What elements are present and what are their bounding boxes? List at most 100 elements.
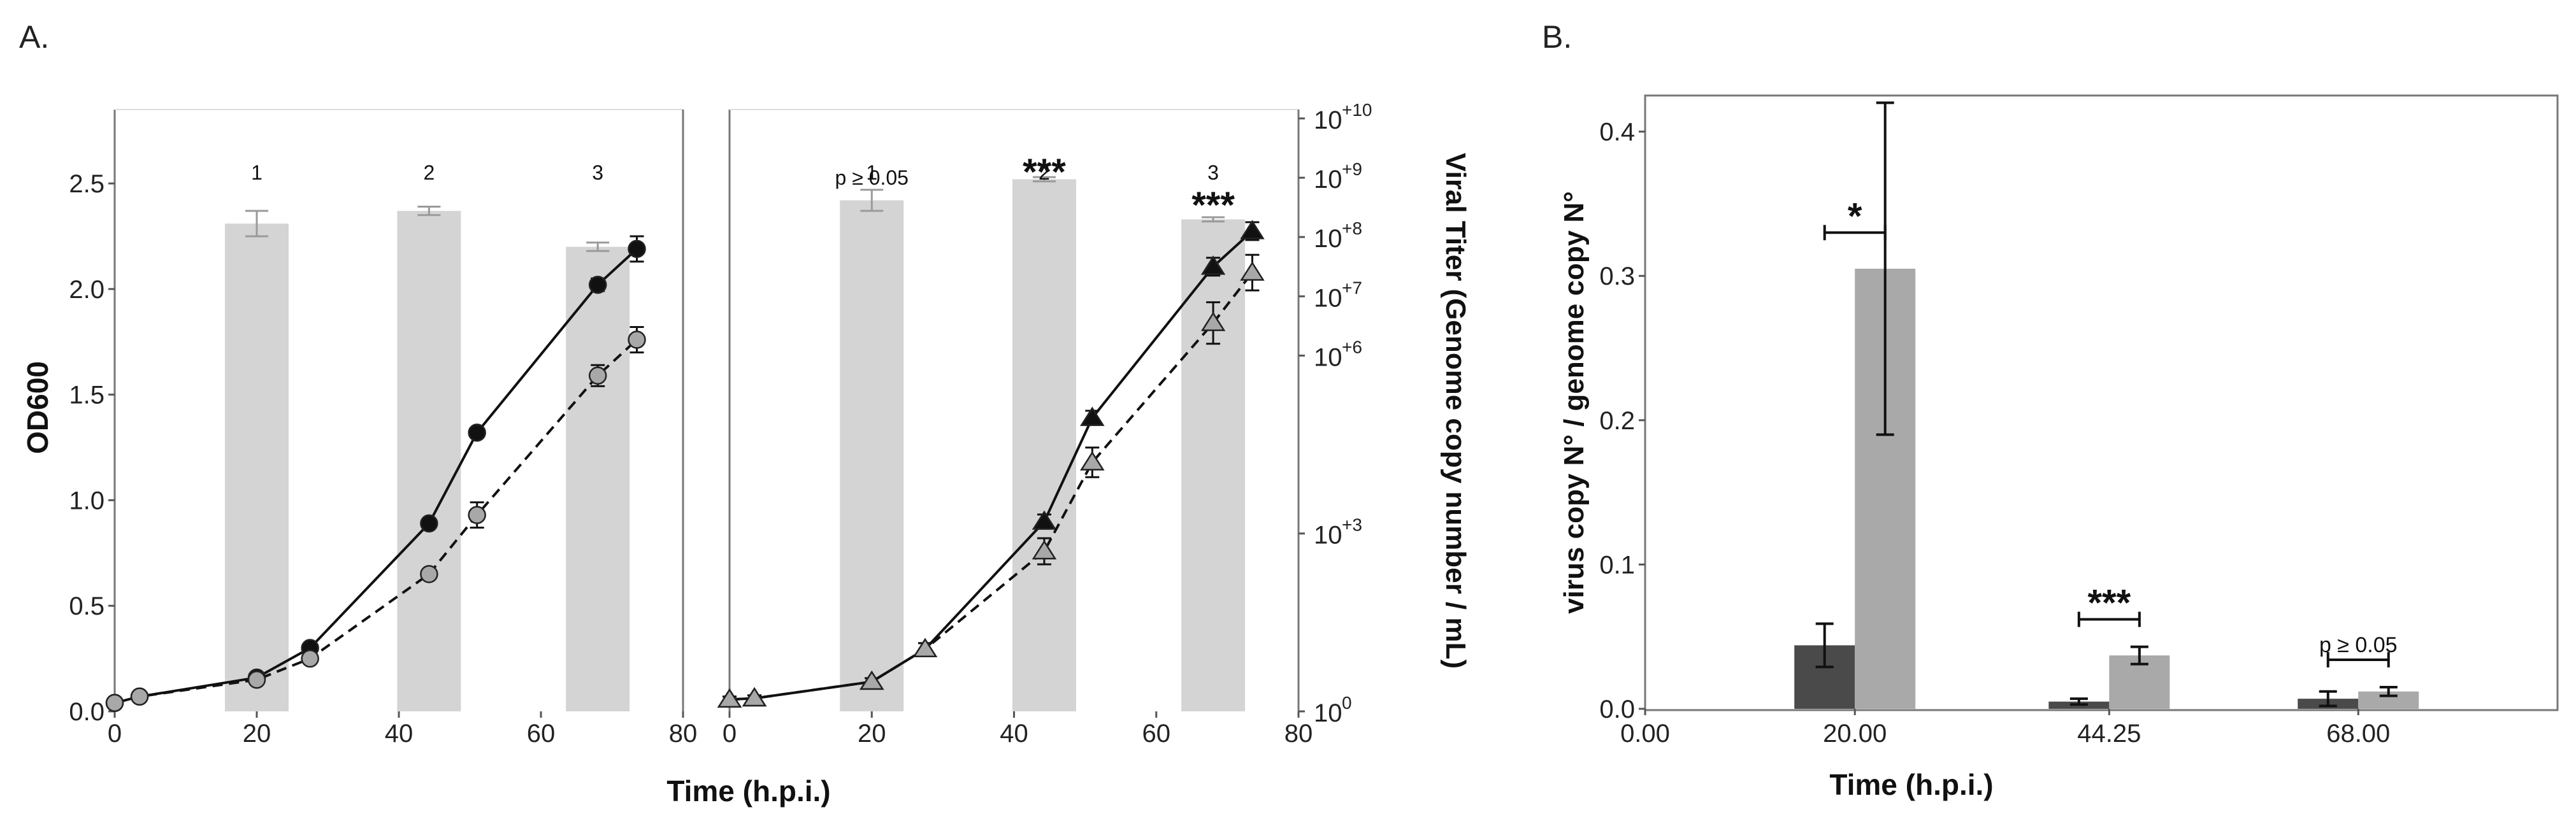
bar-number-label: 2 bbox=[1039, 161, 1050, 184]
x-tick-label: 68.00 bbox=[2326, 720, 2390, 748]
data-point-dashed bbox=[742, 687, 767, 707]
panel-a-left-plot: 1 2 3 0 20 40 60 80 0.0 0.5 1.0 1.5 2.0 2.5 bbox=[69, 161, 697, 748]
x-tick-label: 20 bbox=[858, 720, 886, 748]
bar-number-label: 1 bbox=[866, 161, 877, 184]
y-tick-exponent: +9 bbox=[1342, 159, 1362, 179]
panel-b-plot: 0.00.10.20.30.40.00 20.00 44.25 68.00****p … bbox=[1599, 101, 2419, 748]
panel-b-frame bbox=[1644, 94, 2559, 711]
b-ylabel: virus copy N° / genome copy N° bbox=[1558, 191, 1590, 614]
x-tick-label: 40 bbox=[385, 720, 414, 748]
y-tick-label: 10 +9 bbox=[1314, 159, 1362, 194]
x-tick-label: 0 bbox=[108, 720, 122, 748]
y-tick-base: 10 bbox=[1314, 343, 1342, 371]
y-tick-base: 10 bbox=[1314, 106, 1342, 134]
bar-number-label: 3 bbox=[592, 161, 603, 184]
b-xlabel: Time (h.p.i.) bbox=[1829, 768, 1993, 801]
significance-label: * bbox=[1848, 196, 1862, 237]
data-point-solid bbox=[1032, 510, 1057, 530]
y-tick-base: 10 bbox=[1314, 699, 1342, 727]
data-point-solid bbox=[588, 275, 607, 294]
data-point-dashed bbox=[859, 670, 884, 690]
x-tick-label: 40 bbox=[1000, 720, 1028, 748]
panel-a-right-frame bbox=[728, 109, 1300, 713]
significance-bracket bbox=[2077, 611, 2141, 627]
y-tick-label: 2.0 bbox=[69, 276, 104, 304]
y-tick-label: 10 +3 bbox=[1314, 515, 1362, 550]
series-line-dashed bbox=[729, 271, 1254, 701]
panel-a-label: A. bbox=[19, 19, 49, 55]
bar-dark-error bbox=[2069, 697, 2088, 706]
bar-dark-error bbox=[2319, 690, 2337, 708]
data-point-dashed bbox=[717, 688, 742, 708]
x-tick-label: 60 bbox=[1142, 720, 1171, 748]
y-tick-exponent: +8 bbox=[1342, 218, 1362, 238]
significance-label: *** bbox=[1023, 152, 1066, 193]
a-left-ylabel: OD600 bbox=[21, 361, 54, 454]
x-tick-label: 80 bbox=[669, 720, 698, 748]
y-tick-label: 2.5 bbox=[69, 170, 104, 198]
data-point-solid bbox=[420, 514, 438, 533]
data-point-dashed bbox=[1080, 451, 1105, 471]
panel-b-label: B. bbox=[1542, 19, 1572, 55]
x-tick-label: 0 bbox=[723, 720, 737, 748]
a-right-ylabel: Viral Titer (Genome copy number / mL) bbox=[1440, 153, 1471, 669]
bar-dark-error bbox=[1815, 622, 1834, 669]
data-point-dashed bbox=[628, 331, 646, 349]
y-tick-exponent: +3 bbox=[1342, 515, 1362, 535]
y-tick-exponent: +6 bbox=[1342, 337, 1362, 357]
y-tick-base: 10 bbox=[1314, 166, 1342, 194]
panel-a-left-frame bbox=[113, 109, 684, 713]
data-point-solid bbox=[468, 424, 486, 442]
x-tick-label: 60 bbox=[527, 720, 556, 748]
bar-error bbox=[1202, 216, 1225, 223]
significance-bracket bbox=[2326, 652, 2390, 667]
bar-error bbox=[860, 189, 884, 212]
y-tick-exponent: 0 bbox=[1342, 693, 1352, 713]
bar-number-label: 3 bbox=[1207, 161, 1219, 184]
data-point-dashed bbox=[301, 649, 319, 668]
y-tick-label: 0.5 bbox=[69, 592, 104, 620]
bar-number-label: 2 bbox=[423, 161, 435, 184]
significance-label: p ≥ 0.05 bbox=[835, 166, 909, 189]
data-point-dashed bbox=[1240, 261, 1265, 281]
y-tick-base: 10 bbox=[1314, 284, 1342, 312]
series-line-solid bbox=[729, 230, 1253, 701]
bar-light-error bbox=[1876, 101, 1894, 436]
data-point-dashed bbox=[420, 565, 438, 583]
series-line-dashed bbox=[114, 338, 638, 704]
a-xlabel: Time (h.p.i.) bbox=[666, 774, 830, 808]
significance-label: *** bbox=[2087, 583, 2131, 624]
y-tick-exponent: +7 bbox=[1342, 278, 1362, 297]
data-point-dashed bbox=[468, 506, 486, 524]
background-bar bbox=[566, 246, 630, 711]
y-tick-base: 10 bbox=[1314, 225, 1342, 253]
background-bar bbox=[397, 211, 461, 711]
y-tick-exponent: +10 bbox=[1342, 100, 1372, 120]
background-bar bbox=[225, 224, 289, 712]
x-tick-label: 80 bbox=[1284, 720, 1313, 748]
y-tick-label: 10 +7 bbox=[1314, 278, 1362, 312]
data-point-dashed bbox=[912, 637, 938, 657]
bar-light-error bbox=[2379, 686, 2398, 697]
y-tick-label: 10 +10 bbox=[1314, 100, 1372, 134]
data-point-solid bbox=[1200, 255, 1226, 275]
significance-bracket bbox=[1823, 225, 1887, 241]
y-tick-base: 10 bbox=[1314, 522, 1342, 550]
x-tick-label: 0.00 bbox=[1620, 720, 1670, 748]
series-line-solid bbox=[114, 248, 638, 704]
y-tick-label: 0.2 bbox=[1599, 407, 1635, 435]
data-point-dashed bbox=[1032, 539, 1057, 560]
bar-error bbox=[417, 206, 441, 217]
y-tick-label: 0.0 bbox=[1599, 695, 1635, 723]
y-tick-label: 0.4 bbox=[1599, 118, 1635, 146]
significance-label: p ≥ 0.05 bbox=[2319, 633, 2398, 657]
bar-error bbox=[245, 210, 268, 238]
data-point-solid bbox=[628, 239, 646, 259]
data-point-dashed bbox=[1200, 311, 1226, 331]
y-tick-label: 0.3 bbox=[1599, 262, 1635, 290]
y-tick-label: 10 +6 bbox=[1314, 337, 1362, 371]
data-point-dashed bbox=[247, 671, 266, 689]
x-tick-label: 44.25 bbox=[2077, 720, 2141, 748]
bar-error bbox=[586, 241, 610, 252]
